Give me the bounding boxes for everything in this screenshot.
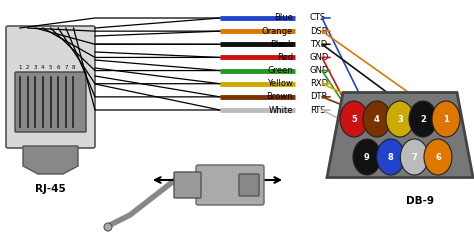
Text: 6: 6: [435, 152, 441, 161]
Text: 6: 6: [56, 65, 60, 70]
Text: 2: 2: [26, 65, 29, 70]
Text: Blue: Blue: [274, 13, 293, 23]
FancyBboxPatch shape: [15, 72, 86, 132]
Text: CTS: CTS: [310, 13, 326, 23]
Ellipse shape: [386, 101, 414, 137]
Text: Orange: Orange: [262, 27, 293, 36]
Text: Brown: Brown: [266, 92, 293, 101]
Text: RJ-45: RJ-45: [35, 184, 66, 194]
Text: 8: 8: [388, 152, 393, 161]
FancyBboxPatch shape: [196, 165, 264, 205]
Ellipse shape: [377, 139, 405, 175]
Text: 9: 9: [364, 152, 370, 161]
FancyBboxPatch shape: [174, 172, 201, 198]
Text: Yellow: Yellow: [267, 79, 293, 88]
Text: DB-9: DB-9: [406, 196, 434, 206]
FancyBboxPatch shape: [239, 174, 259, 196]
Text: Black: Black: [270, 40, 293, 49]
Polygon shape: [23, 146, 78, 174]
Text: 5: 5: [351, 114, 357, 123]
Ellipse shape: [401, 139, 428, 175]
Text: 3: 3: [33, 65, 37, 70]
Text: GND: GND: [310, 66, 329, 75]
Text: 5: 5: [49, 65, 52, 70]
Text: TXD: TXD: [310, 40, 327, 49]
Text: DSR: DSR: [310, 27, 328, 36]
Text: 2: 2: [420, 114, 426, 123]
Ellipse shape: [363, 101, 391, 137]
Text: 1: 1: [443, 114, 449, 123]
Ellipse shape: [432, 101, 460, 137]
FancyBboxPatch shape: [6, 26, 95, 148]
Text: 4: 4: [374, 114, 380, 123]
Ellipse shape: [353, 139, 381, 175]
Text: 4: 4: [41, 65, 45, 70]
Text: GND: GND: [310, 53, 329, 62]
Ellipse shape: [424, 139, 452, 175]
Text: 1: 1: [18, 65, 22, 70]
Text: Green: Green: [267, 66, 293, 75]
Polygon shape: [327, 93, 473, 177]
Text: RTS: RTS: [310, 106, 326, 114]
Text: 7: 7: [411, 152, 417, 161]
Ellipse shape: [104, 223, 112, 231]
Text: 8: 8: [72, 65, 75, 70]
Ellipse shape: [409, 101, 437, 137]
Text: Red: Red: [277, 53, 293, 62]
Ellipse shape: [340, 101, 368, 137]
Text: 7: 7: [64, 65, 68, 70]
Text: DTR: DTR: [310, 92, 328, 101]
Text: White: White: [268, 106, 293, 114]
Text: RXD: RXD: [310, 79, 328, 88]
Text: 3: 3: [397, 114, 403, 123]
